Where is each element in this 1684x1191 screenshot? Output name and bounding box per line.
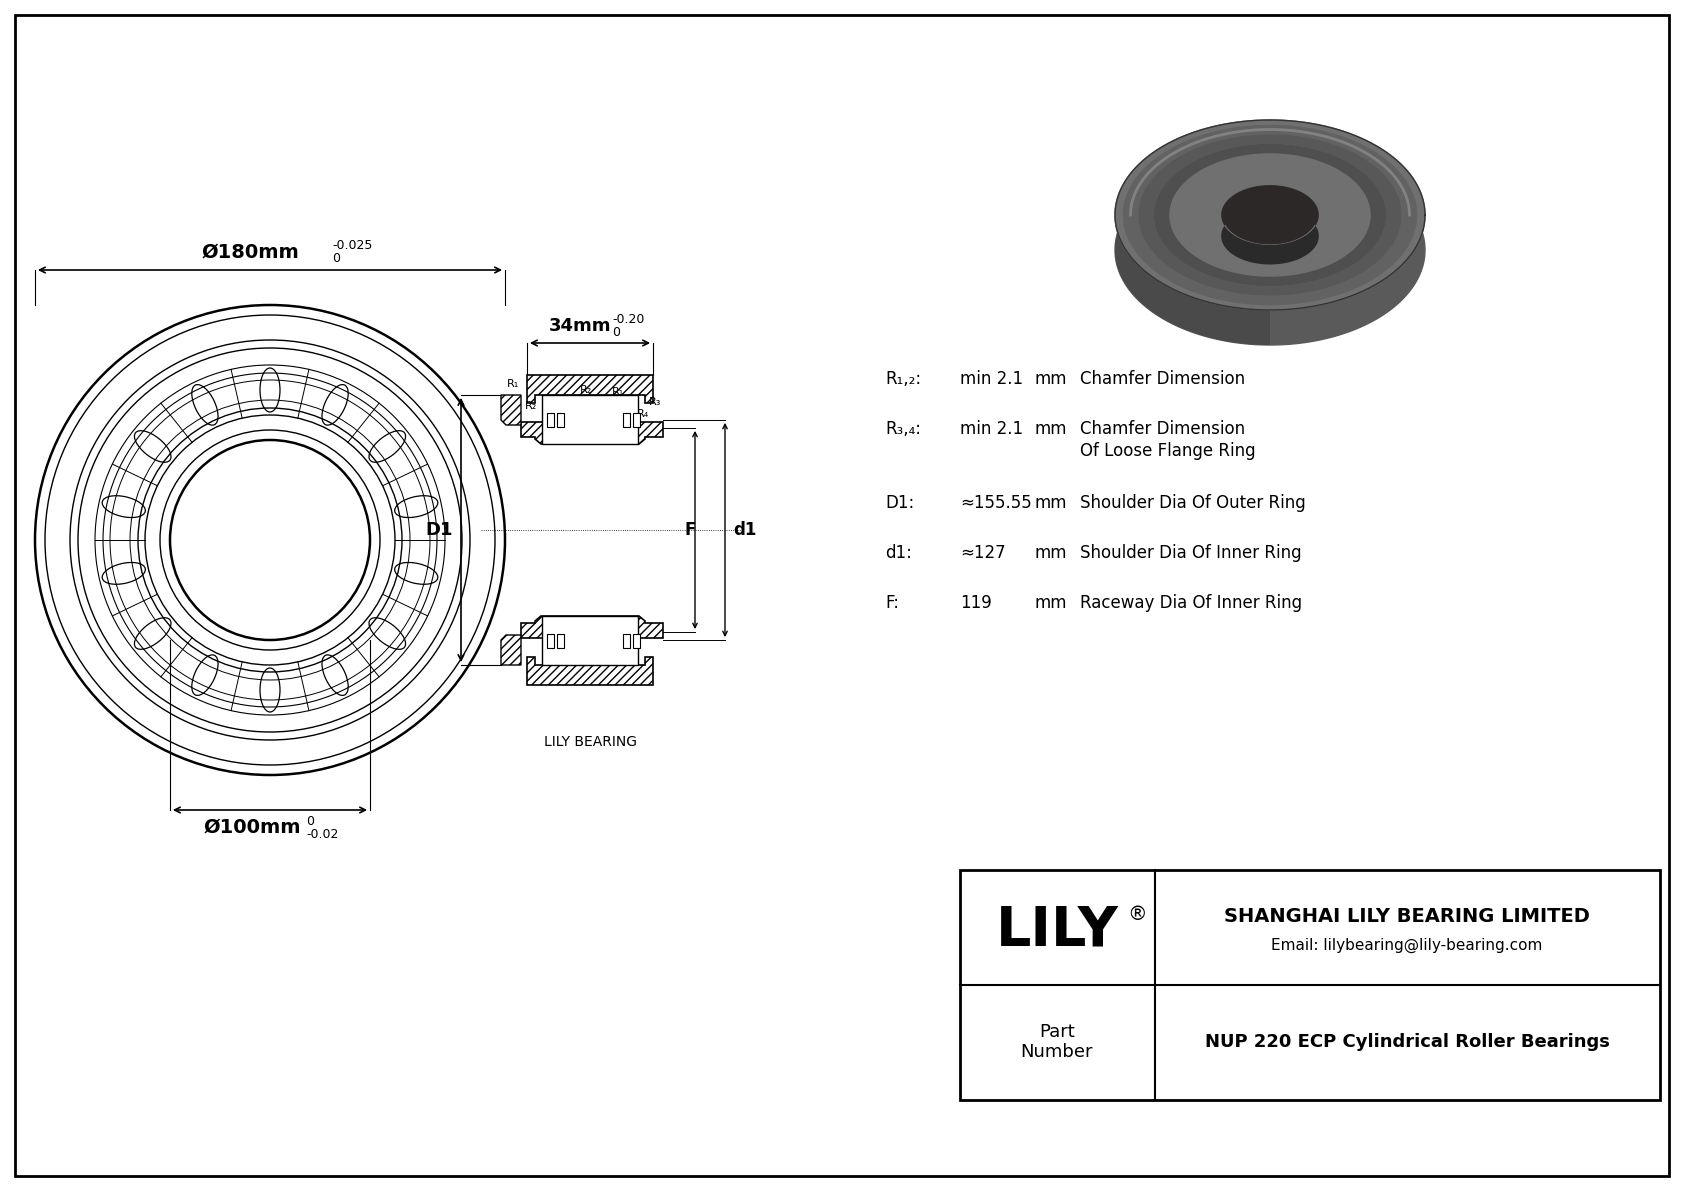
Text: F:: F: [886,594,899,612]
Polygon shape [1115,155,1425,345]
Text: mm: mm [1036,594,1068,612]
Text: Chamfer Dimension: Chamfer Dimension [1079,370,1244,388]
Text: mm: mm [1036,494,1068,512]
Text: R₃,₄:: R₃,₄: [886,420,921,438]
Text: min 2.1: min 2.1 [960,420,1024,438]
Bar [633,634,640,648]
Text: F: F [684,520,695,540]
Text: 119: 119 [960,594,992,612]
Text: Of Loose Flange Ring: Of Loose Flange Ring [1079,442,1256,460]
Polygon shape [527,657,653,685]
Text: mm: mm [1036,544,1068,562]
Text: 0: 0 [332,252,340,266]
Bar [547,634,554,648]
Text: R₄: R₄ [637,409,648,419]
Text: R₁,₂:: R₁,₂: [886,370,921,388]
Text: 0: 0 [306,815,313,828]
Bar [547,412,554,426]
Polygon shape [1224,187,1317,243]
Text: d1:: d1: [886,544,911,562]
Text: LILY: LILY [995,903,1118,958]
Text: mm: mm [1036,370,1068,388]
Polygon shape [1115,120,1425,310]
Text: R₃: R₃ [648,397,662,407]
Text: Ø180mm: Ø180mm [200,243,298,262]
Bar [633,412,640,426]
Text: Shoulder Dia Of Outer Ring: Shoulder Dia Of Outer Ring [1079,494,1305,512]
Bar [557,634,564,648]
Polygon shape [1154,144,1386,286]
Text: SHANGHAI LILY BEARING LIMITED: SHANGHAI LILY BEARING LIMITED [1224,908,1590,927]
Text: 0: 0 [611,326,620,339]
Text: min 2.1: min 2.1 [960,370,1024,388]
Text: Email: lilybearing@lily-bearing.com: Email: lilybearing@lily-bearing.com [1271,937,1543,953]
Polygon shape [1224,187,1317,243]
Bar [623,634,630,648]
Text: Chamfer Dimension: Chamfer Dimension [1079,420,1244,438]
Text: ≈155.55: ≈155.55 [960,494,1032,512]
Text: Raceway Dia Of Inner Ring: Raceway Dia Of Inner Ring [1079,594,1302,612]
Text: R₁: R₁ [611,387,625,397]
Text: R₂: R₂ [579,385,593,395]
Text: Part
Number: Part Number [1021,1023,1093,1061]
Text: Shoulder Dia Of Inner Ring: Shoulder Dia Of Inner Ring [1079,544,1302,562]
Polygon shape [520,422,663,444]
Text: -0.025: -0.025 [332,239,372,252]
Text: NUP 220 ECP Cylindrical Roller Bearings: NUP 220 ECP Cylindrical Roller Bearings [1204,1033,1610,1050]
Text: ®: ® [1127,905,1147,924]
Polygon shape [502,395,520,425]
Text: D1:: D1: [886,494,914,512]
Text: -0.02: -0.02 [306,828,338,841]
Polygon shape [1115,120,1270,345]
Polygon shape [520,616,663,638]
Text: LILY BEARING: LILY BEARING [544,735,637,749]
Polygon shape [527,375,653,403]
Text: R₂: R₂ [525,401,537,411]
Text: -0.20: -0.20 [611,313,645,326]
Polygon shape [1221,185,1319,264]
Bar [960,869,1660,1100]
Text: ≈127: ≈127 [960,544,1005,562]
Bar [623,412,630,426]
Polygon shape [502,635,520,665]
Text: d1: d1 [733,520,756,540]
Text: mm: mm [1036,420,1068,438]
Bar [557,412,564,426]
Text: D1: D1 [426,520,453,540]
Bar [542,395,638,444]
Text: R₁: R₁ [507,379,519,389]
Bar [542,616,638,665]
Text: Ø100mm: Ø100mm [204,818,301,837]
Polygon shape [1123,125,1418,305]
Text: 34mm: 34mm [549,317,611,335]
Polygon shape [1138,135,1401,295]
